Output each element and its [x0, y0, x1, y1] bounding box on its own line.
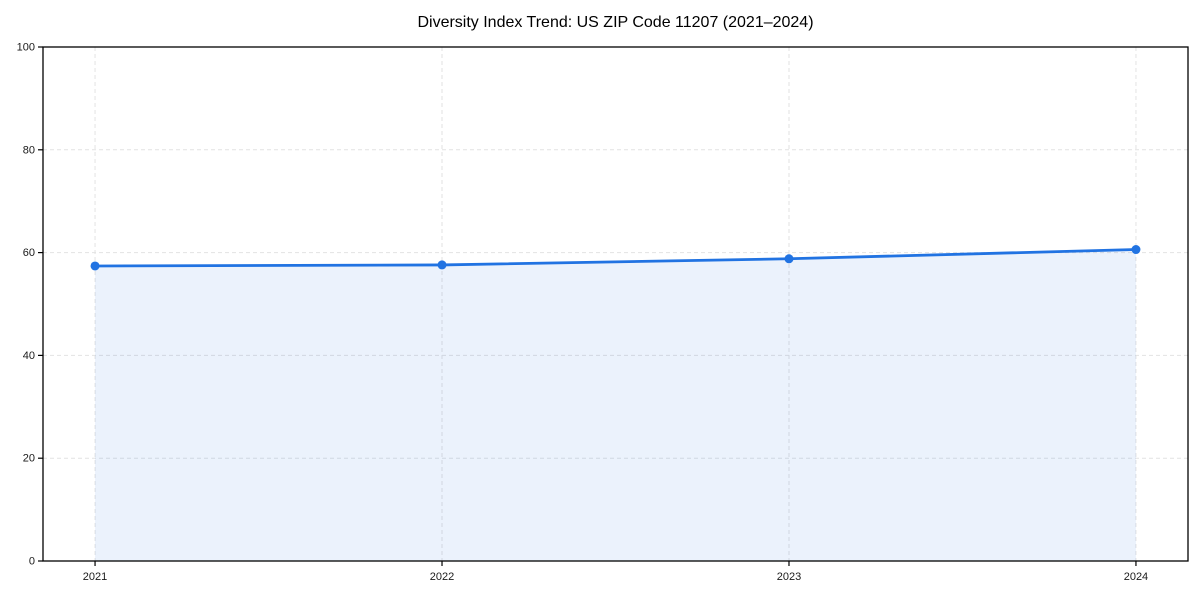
x-tick-label: 2022 — [430, 571, 454, 583]
x-tick-label: 2024 — [1124, 571, 1148, 583]
y-tick-label: 100 — [17, 42, 35, 54]
data-point — [90, 261, 100, 271]
area-fill — [95, 249, 1136, 562]
data-point — [1131, 245, 1141, 255]
chart-title: Diversity Index Trend: US ZIP Code 11207… — [417, 14, 814, 31]
x-tick-label: 2023 — [777, 571, 801, 583]
y-tick-label: 40 — [23, 350, 35, 362]
x-tick-label: 2021 — [83, 571, 107, 583]
y-tick-label: 20 — [23, 453, 35, 465]
data-point — [437, 260, 447, 270]
plot-border — [42, 46, 1189, 562]
y-tick-label: 0 — [29, 556, 35, 568]
y-tick-label: 80 — [23, 144, 35, 156]
data-point — [784, 254, 794, 264]
trend-line — [93, 248, 1138, 268]
y-tick-label: 60 — [23, 247, 35, 259]
